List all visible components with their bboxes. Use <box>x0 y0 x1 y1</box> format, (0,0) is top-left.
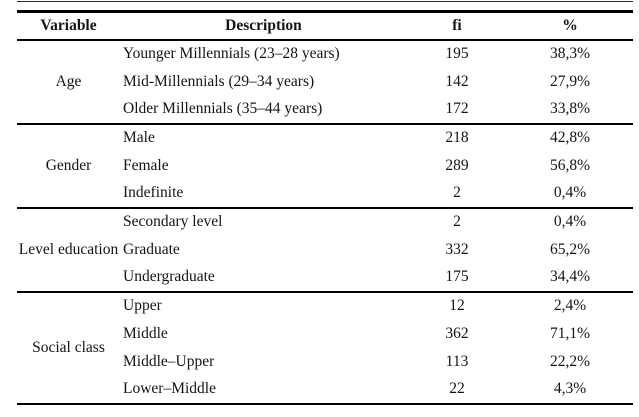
description-cell: Lower–Middle <box>123 380 216 397</box>
description-cell: Female <box>123 156 169 174</box>
variable-cell-gender: Gender <box>45 156 92 174</box>
percent-cell: 0,4% <box>553 184 587 201</box>
percent-cell: 27,9% <box>549 72 591 90</box>
col-header-percent: % <box>562 16 578 34</box>
percent-cell: 65,2% <box>549 240 591 258</box>
col-header-variable: Variable <box>40 16 97 34</box>
percent-cell: 22,2% <box>549 352 591 370</box>
variable-cell-age: Age <box>55 72 82 90</box>
description-cell: Mid-Millennials (29–34 years) <box>123 72 315 90</box>
top-thin-rule <box>17 1 633 2</box>
fi-cell: 195 <box>445 45 469 62</box>
header-row: Variable Description fi % <box>17 11 633 40</box>
description-cell: Younger Millennials (23–28 years) <box>123 45 340 62</box>
description-cell: Upper <box>123 297 162 314</box>
col-header-fi: fi <box>452 16 462 34</box>
description-cell: Male <box>123 129 155 146</box>
table-row: Indefinite 2 0,4% <box>17 180 633 208</box>
table-row: Age Younger Millennials (23–28 years) 19… <box>17 40 633 90</box>
fi-cell: 172 <box>445 100 469 117</box>
table-row: Social class Upper 12 2,4% <box>17 292 633 356</box>
fi-cell: 289 <box>445 156 469 174</box>
table-row: Lower–Middle 22 4,3% <box>17 376 633 404</box>
fi-cell: 332 <box>445 240 469 258</box>
fi-cell: 113 <box>445 352 469 370</box>
percent-cell: 2,4% <box>553 297 587 314</box>
table-header: Variable Description fi % <box>17 11 633 40</box>
fi-cell: 218 <box>445 129 469 146</box>
table-row: Middle–Upper 113 22,2% <box>17 348 633 376</box>
description-cell: Undergraduate <box>123 268 215 285</box>
percent-cell: 38,3% <box>549 45 591 62</box>
table-row: Middle 362 71,1% <box>17 320 633 348</box>
fi-cell: 2 <box>453 213 461 230</box>
table-row: Female 289 56,8% <box>17 152 633 180</box>
table-row: Gender Male 218 42,8% <box>17 124 633 174</box>
percent-cell: 0,4% <box>553 213 587 230</box>
description-cell: Indefinite <box>123 184 184 201</box>
description-cell: Graduate <box>123 240 180 258</box>
percent-cell: 42,8% <box>549 129 591 146</box>
description-cell: Secondary level <box>123 213 223 230</box>
description-cell: Older Millennials (35–44 years) <box>123 100 323 117</box>
description-cell: Middle–Upper <box>123 352 215 370</box>
percent-cell: 71,1% <box>549 324 591 342</box>
variable-cell-social-class: Social class <box>32 338 105 356</box>
percent-cell: 34,4% <box>549 268 591 285</box>
percent-cell: 33,8% <box>549 100 591 117</box>
fi-cell: 12 <box>449 297 465 314</box>
fi-cell: 22 <box>449 380 465 397</box>
percent-cell: 4,3% <box>553 380 587 397</box>
table-row: Undergraduate 175 34,4% <box>17 264 633 292</box>
percent-cell: 56,8% <box>549 156 591 174</box>
fi-cell: 362 <box>445 324 469 342</box>
table-body: Age Younger Millennials (23–28 years) 19… <box>17 40 633 404</box>
fi-cell: 175 <box>445 268 469 285</box>
col-header-description: Description <box>225 16 302 34</box>
fi-cell: 142 <box>445 72 469 90</box>
demographics-frequency-table: Variable Description fi % Age Younger Mi… <box>17 10 633 405</box>
table-row: Graduate 332 65,2% <box>17 236 633 264</box>
table-row: Level education Secondary level 2 0,4% <box>17 208 633 258</box>
table-row: Older Millennials (35–44 years) 172 33,8… <box>17 96 633 124</box>
table-row: Mid-Millennials (29–34 years) 142 27,9% <box>17 68 633 96</box>
description-cell: Middle <box>123 324 168 342</box>
variable-cell-level-education: Level education <box>18 240 119 258</box>
fi-cell: 2 <box>453 184 461 201</box>
